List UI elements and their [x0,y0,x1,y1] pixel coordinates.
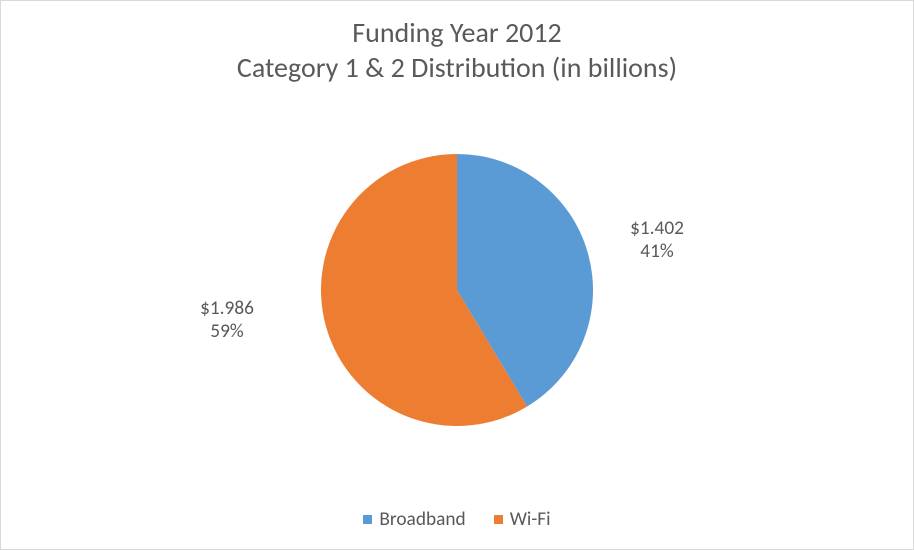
legend-swatch [363,515,372,524]
chart-title: Funding Year 2012 Category 1 & 2 Distrib… [1,15,913,85]
legend-item-broadband: Broadband [363,508,465,531]
plot-area: $1.40241% $1.98659% [1,91,913,489]
data-label-percent: 59% [200,320,254,343]
data-label-wi-fi: $1.98659% [200,297,254,343]
chart-title-line-1: Funding Year 2012 [1,15,913,50]
pie-chart [321,154,593,426]
chart-title-line-2: Category 1 & 2 Distribution (in billions… [1,50,913,85]
legend-item-wi-fi: Wi-Fi [494,508,551,531]
legend: Broadband Wi-Fi [1,507,913,531]
data-label-percent: 41% [630,240,684,263]
legend-label: Wi-Fi [510,508,551,531]
data-label-value: $1.986 [200,297,254,320]
data-label-value: $1.402 [630,217,684,240]
legend-swatch [494,515,503,524]
chart-frame: Funding Year 2012 Category 1 & 2 Distrib… [0,0,914,550]
legend-label: Broadband [379,508,465,531]
pie-wrap: $1.40241%$1.98659% [321,154,593,426]
data-label-broadband: $1.40241% [630,217,684,263]
